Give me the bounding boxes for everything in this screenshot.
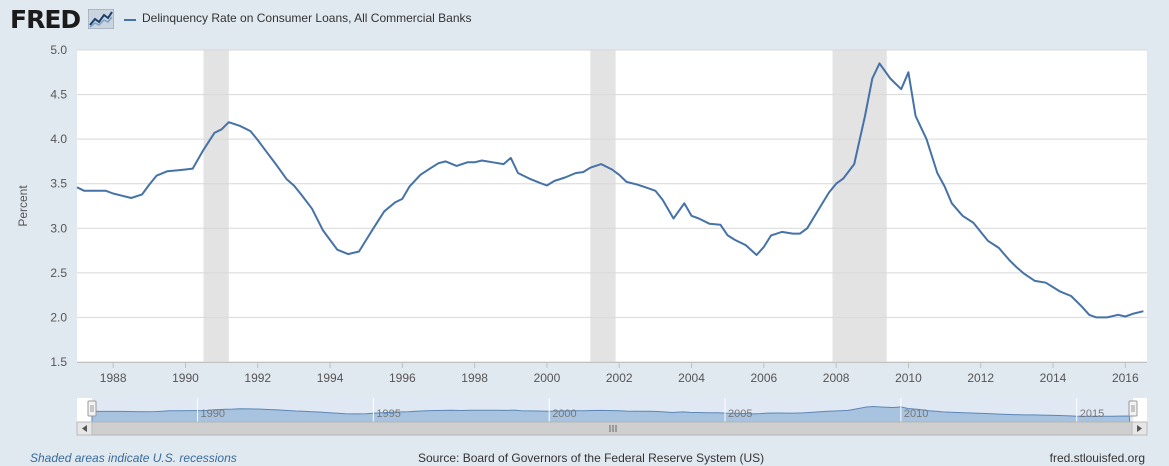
x-tick-label: 1988 xyxy=(100,371,127,385)
recession-band-0 xyxy=(203,50,229,362)
source-note: Source: Board of Governors of the Federa… xyxy=(418,451,765,465)
y-axis-title: Percent xyxy=(16,185,30,227)
navigator-tick-label: 1990 xyxy=(201,408,225,420)
y-tick-label: 1.5 xyxy=(50,355,67,369)
scroll-left-button[interactable] xyxy=(76,421,93,436)
navigator-axis: 1990 1995 2000 2005 2010 2015 xyxy=(197,398,1104,422)
x-axis: 1988 1990 1992 1994 1996 1998 2000 2002 2004 2006… xyxy=(77,362,1147,385)
scrollbar-grip-icon xyxy=(609,425,617,432)
recession-note: Shaded areas indicate U.S. recessions xyxy=(30,451,237,465)
arrow-right-icon xyxy=(1137,425,1142,432)
x-tick-label: 1998 xyxy=(461,371,488,385)
navigator-tick-label: 1995 xyxy=(376,408,400,420)
y-tick-label: 5.0 xyxy=(50,43,67,57)
x-tick-label: 1992 xyxy=(244,371,271,385)
navigator-tick-label: 2010 xyxy=(904,408,928,420)
navigator-handle-left[interactable] xyxy=(87,400,97,417)
fred-graph-icon xyxy=(88,9,114,29)
site-link[interactable]: fred.stlouisfed.org xyxy=(1049,451,1145,465)
x-tick-label: 2008 xyxy=(823,371,850,385)
recession-bands xyxy=(203,50,887,362)
x-tick-label: 2014 xyxy=(1040,371,1067,385)
y-tick-label: 2.0 xyxy=(50,310,67,324)
x-tick-label: 1994 xyxy=(317,371,344,385)
recession-band-1 xyxy=(590,50,616,362)
legend-label: Delinquency Rate on Consumer Loans, All … xyxy=(142,11,472,25)
x-tick-label: 1996 xyxy=(389,371,416,385)
navigator-area xyxy=(91,405,1130,423)
fred-logo[interactable]: FRED xyxy=(10,5,81,34)
x-tick-label: 2016 xyxy=(1112,371,1139,385)
navigator-tick-label: 2005 xyxy=(728,408,752,420)
x-tick-label: 1990 xyxy=(172,371,199,385)
series-line[interactable] xyxy=(76,62,1144,319)
chart-header: FRED Delinquency Rate on Consumer Loans,… xyxy=(0,0,1169,40)
x-tick-label: 2004 xyxy=(678,371,705,385)
y-tick-label: 3.5 xyxy=(50,177,67,191)
x-tick-label: 2010 xyxy=(895,371,922,385)
navigator-tick-label: 2015 xyxy=(1080,408,1104,420)
x-tick-label: 2006 xyxy=(750,371,777,385)
arrow-left-icon xyxy=(82,425,87,432)
navigator-tick-label: 2000 xyxy=(552,408,576,420)
recession-band-2 xyxy=(832,50,887,362)
x-tick-label: 2002 xyxy=(606,371,633,385)
y-tick-label: 4.5 xyxy=(50,88,67,102)
x-tick-label: 2000 xyxy=(534,371,561,385)
y-tick-label: 2.5 xyxy=(50,266,67,280)
x-tick-label: 2012 xyxy=(967,371,994,385)
chart-area: 1.5 2.0 2.5 3.0 3.5 4.0 4.5 5.0 1988 1990 1992 199… xyxy=(16,43,1148,436)
legend-swatch xyxy=(124,19,136,21)
scroll-right-button[interactable] xyxy=(1131,421,1148,436)
y-tick-label: 4.0 xyxy=(50,132,67,146)
y-tick-label: 3.0 xyxy=(50,221,67,235)
navigator-handle-right[interactable] xyxy=(1128,400,1138,417)
y-axis: 1.5 2.0 2.5 3.0 3.5 4.0 4.5 5.0 xyxy=(50,43,67,369)
